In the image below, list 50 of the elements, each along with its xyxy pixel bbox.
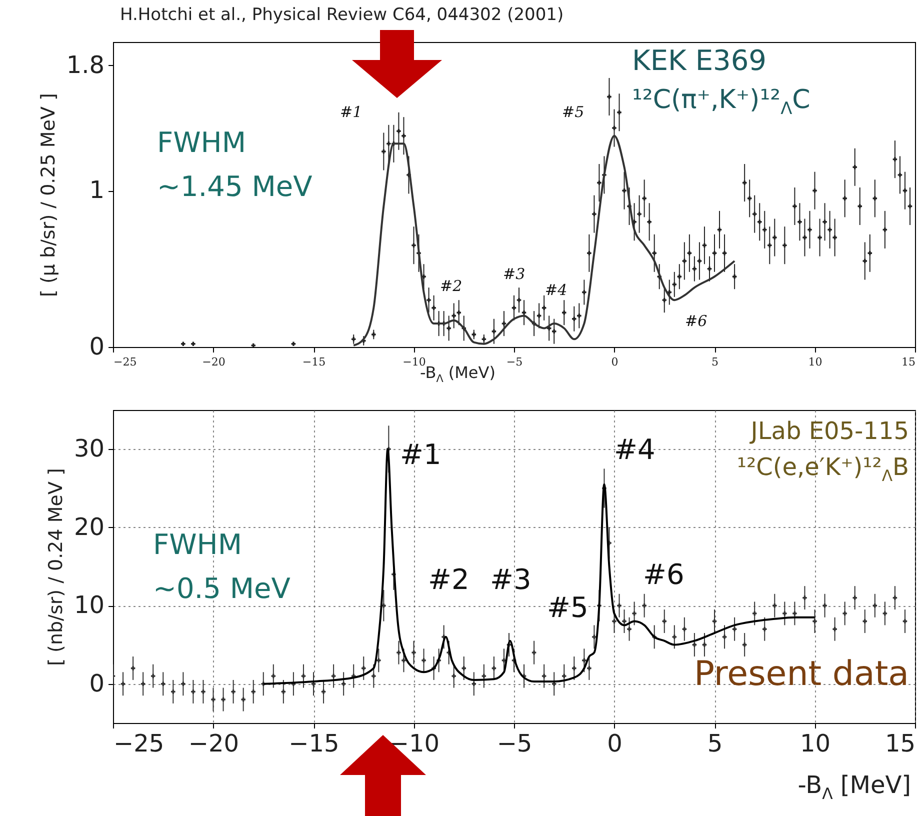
annotation: FWHM bbox=[157, 126, 246, 159]
y-axis-title: [ (μ b/sr) / 0.25 MeV ] bbox=[37, 93, 60, 297]
x-tick-label: 0 bbox=[607, 730, 622, 758]
x-tick-label: 15 bbox=[902, 356, 916, 368]
annotation: Present data bbox=[694, 654, 909, 694]
x-tick-label: 10 bbox=[800, 730, 831, 758]
x-tick-label: −10 bbox=[388, 730, 440, 758]
annotation: #4 bbox=[545, 281, 568, 299]
annotation: #6 bbox=[643, 558, 684, 591]
y-axis-title: [ (nb/sr) / 0.24 MeV ] bbox=[44, 468, 67, 666]
x-tick-label: −10 bbox=[402, 356, 426, 368]
y-tick-label: 1 bbox=[89, 176, 104, 204]
x-tick-label: 15 bbox=[884, 730, 916, 758]
annotation: ~1.45 MeV bbox=[157, 170, 312, 203]
x-tick-label: −5 bbox=[496, 730, 532, 758]
x-tick-label: −15 bbox=[288, 730, 340, 758]
text: H.Hotchi et al., Physical Review C64, 044302 (2001) bbox=[120, 5, 564, 25]
annotation: ¹²C(e,e′K⁺)¹²$_{Λ}$B bbox=[736, 453, 909, 485]
y-tick-label: 20 bbox=[74, 512, 104, 541]
y-tick-label: 10 bbox=[74, 591, 104, 620]
y-tick-label: 30 bbox=[74, 434, 104, 463]
annotation: ~0.5 MeV bbox=[153, 572, 290, 605]
annotation: #5 bbox=[562, 103, 584, 121]
x-tick-label: −15 bbox=[302, 356, 326, 368]
annotation: #2 bbox=[428, 563, 470, 596]
annotation: #2 bbox=[440, 277, 462, 295]
annotation: #3 bbox=[503, 265, 526, 283]
x-tick-label: −20 bbox=[202, 356, 226, 368]
annotation: FWHM bbox=[153, 528, 242, 561]
annotation: #1 bbox=[340, 103, 362, 121]
line-series bbox=[352, 134, 736, 346]
x-tick-label: −5 bbox=[506, 356, 523, 368]
x-tick-label: 10 bbox=[808, 356, 822, 368]
annotation: #1 bbox=[400, 438, 442, 471]
annotation: KEK E369 bbox=[632, 44, 766, 77]
annotation: #3 bbox=[490, 563, 532, 596]
annotation: #5 bbox=[547, 591, 588, 624]
annotation: #4 bbox=[614, 433, 656, 466]
y-tick-label: 1.8 bbox=[66, 50, 104, 79]
x-tick-label: −25 bbox=[114, 356, 137, 368]
x-tick-label: 5 bbox=[712, 356, 718, 368]
annotation: ¹²C(π⁺,K⁺)¹²$_{Λ}$C bbox=[632, 85, 810, 118]
x-axis-title: -B$_{Λ}$ [MeV] bbox=[798, 771, 911, 803]
x-tick-label: 0 bbox=[611, 356, 618, 368]
x-tick-label: −25 bbox=[114, 730, 164, 758]
x-tick-label: −20 bbox=[188, 730, 240, 758]
annotation: JLab E05-115 bbox=[750, 417, 909, 445]
y-tick-label: 0 bbox=[89, 669, 104, 698]
x-tick-label: 5 bbox=[707, 730, 723, 758]
annotation: #6 bbox=[685, 312, 708, 330]
